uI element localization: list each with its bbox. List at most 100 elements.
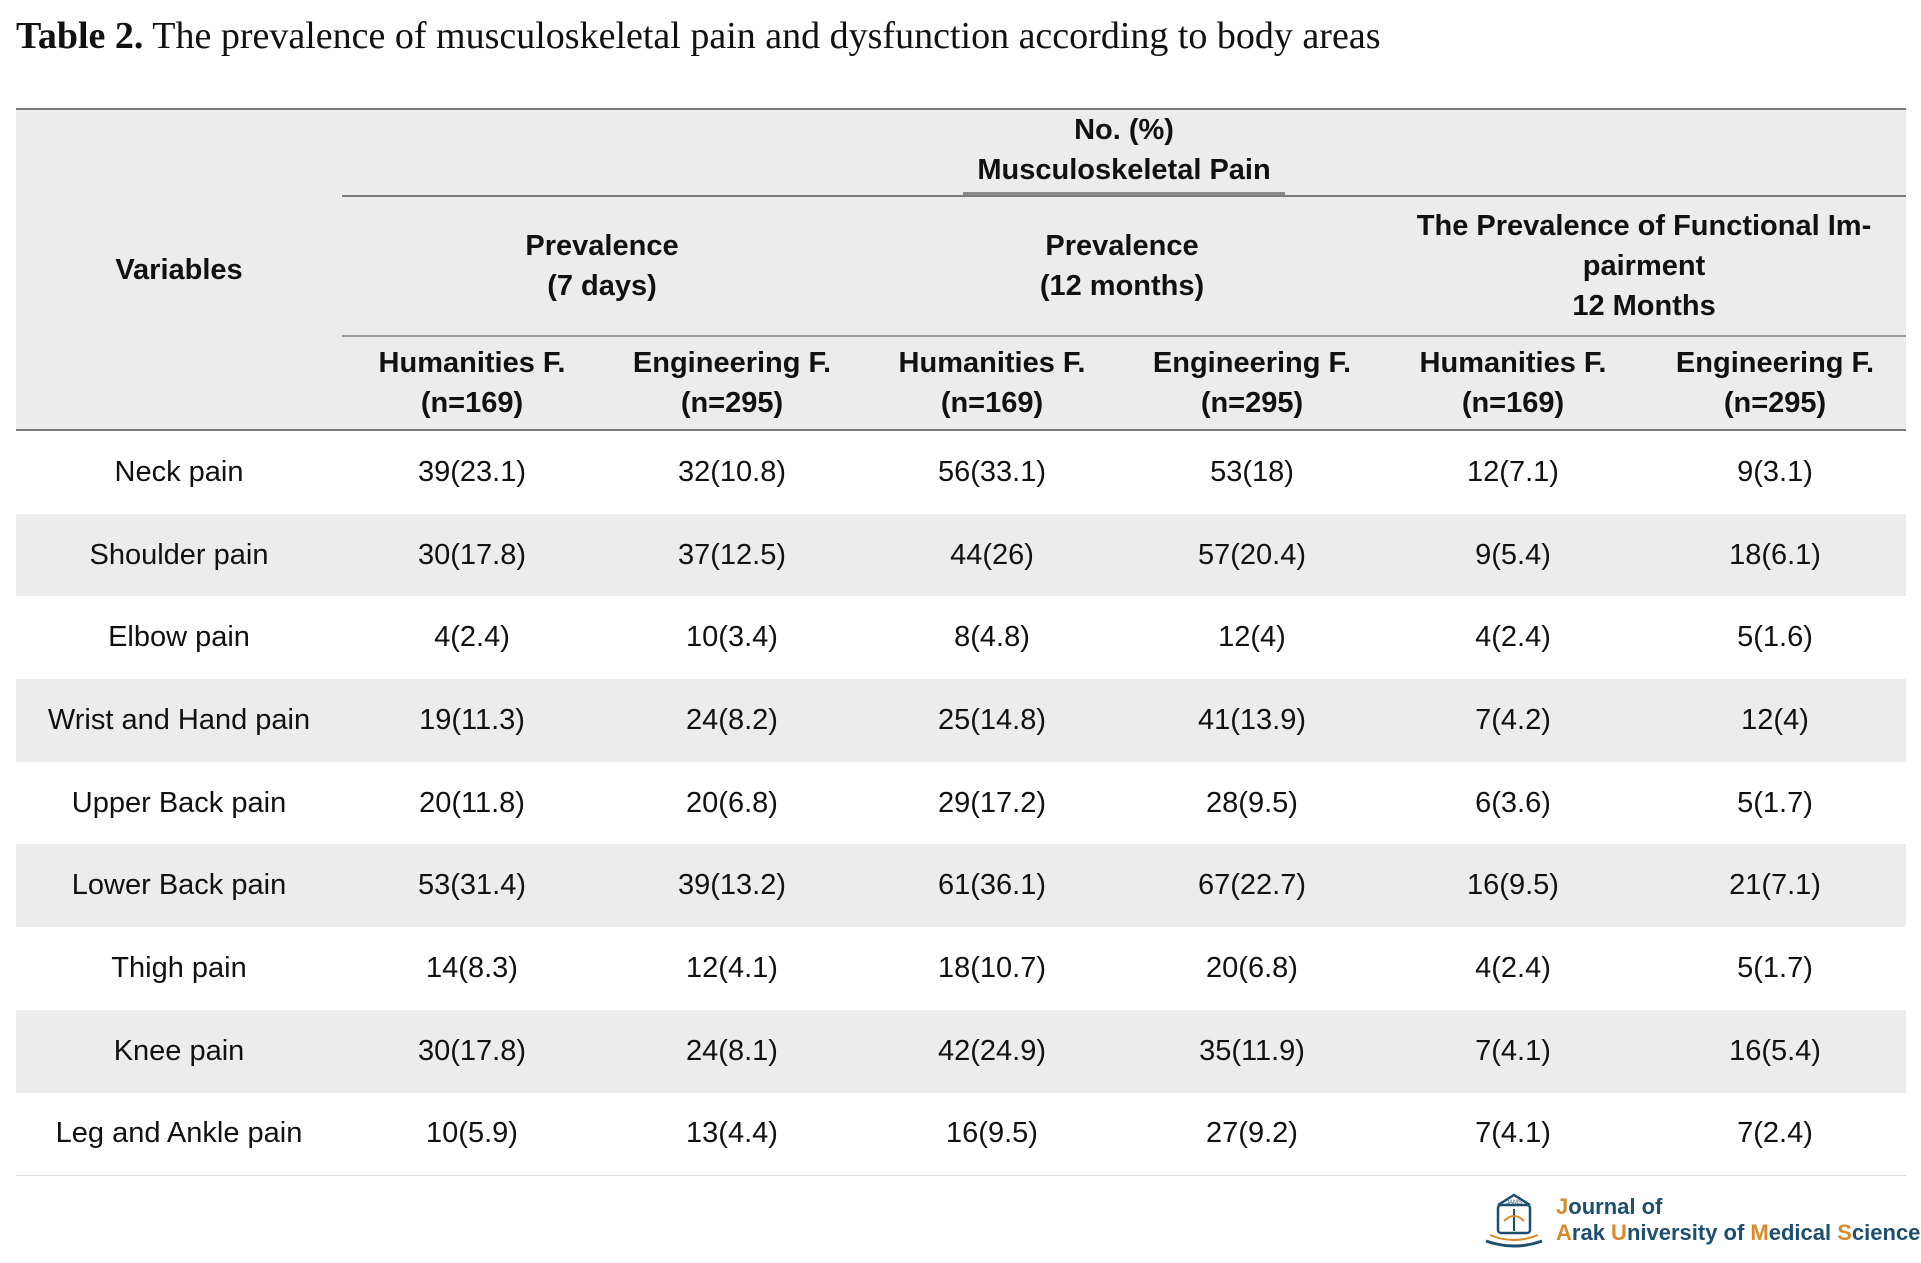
table-row: Lower Back pain 53(31.4) 39(13.2) 61(36.1) 6…: [16, 844, 1907, 928]
group-header-line1: No. (%): [1074, 114, 1174, 146]
table-row: Shoulder pain 30(17.8) 37(12.5) 44(26) 57(20…: [16, 513, 1907, 597]
row-label: Upper Back pain: [71, 786, 287, 819]
table-cell: 18(6.1): [1644, 513, 1907, 597]
table-cell: 7(4.2): [1382, 679, 1644, 762]
table-cell: 9(5.4): [1382, 513, 1644, 597]
table-cell: 67(22.7): [1122, 844, 1382, 928]
table-cell: 28(9.5): [1206, 786, 1298, 819]
table-cell: 9(3.1): [1737, 455, 1813, 488]
subheader-n: (n=295): [1200, 387, 1304, 419]
table-cell: 29(17.2): [937, 786, 1046, 819]
table-cell: 56(33.1): [937, 455, 1046, 488]
table-cell: 42(24.9): [862, 1009, 1122, 1093]
journal-name-segment: niversity of: [1626, 1220, 1751, 1245]
row-label: Lower Back pain: [16, 844, 342, 928]
subheader-n: (n=169): [420, 387, 524, 419]
table-cell: 35(11.9): [1122, 1009, 1382, 1093]
col-group-functional: The Prevalence of Functional Im-pairment…: [1382, 195, 1907, 337]
table-cell: 5(1.7): [1737, 951, 1813, 984]
col-group-functional-line2: 12 Months: [1572, 290, 1716, 322]
subheader-n: (n=169): [940, 387, 1044, 419]
table-cell: 61(36.1): [862, 844, 1122, 928]
table-row: Neck pain 39(23.1) 32(10.8) 56(33.1) 53(18) 1…: [16, 430, 1906, 514]
table-cell: 39(13.2): [602, 844, 862, 928]
emblem-text: JAMS: [1506, 1200, 1522, 1206]
table-cell: 7(2.4): [1644, 1092, 1907, 1177]
col-group-7days-line2: (7 days): [547, 270, 657, 302]
journal-initial: J: [1556, 1194, 1569, 1219]
row-label: Neck pain: [114, 455, 244, 488]
table-cell: 44(26): [862, 513, 1122, 597]
col-group-functional-line1: The Prevalence of Functional Im-pairment: [1416, 210, 1872, 282]
col-group-7days-line1: Prevalence: [525, 230, 679, 262]
journal-name-segment: rak: [1571, 1220, 1612, 1245]
table-cell: 19(11.3): [342, 679, 602, 762]
table-cell: 12(4): [1218, 621, 1286, 654]
table-cell: 4(2.4): [434, 621, 510, 654]
subheader-n: (n=295): [1723, 387, 1827, 419]
row-label: Leg and Ankle pain: [16, 1092, 342, 1177]
journal-name-segment: edical: [1768, 1220, 1838, 1245]
col-group-7days: Prevalence (7 days): [342, 195, 862, 337]
journal-name-segment: M: [1750, 1220, 1769, 1245]
table-body: Neck pain 39(23.1) 32(10.8) 56(33.1) 53(18) 1…: [16, 430, 1907, 1177]
table-cell: 7(4.1): [1382, 1092, 1644, 1177]
table-cell: 41(13.9): [1122, 679, 1382, 762]
row-label: Shoulder pain: [16, 513, 342, 597]
table-caption: Table 2. The prevalence of musculoskelet…: [16, 14, 1380, 58]
table-cell: 8(4.8): [954, 621, 1030, 654]
subheader-name: Humanities F.: [1419, 347, 1607, 379]
table-cell: 53(18): [1210, 455, 1294, 488]
table-cell: 57(20.4): [1122, 513, 1382, 597]
table-cell: 39(23.1): [417, 455, 526, 488]
row-label: Elbow pain: [108, 621, 250, 654]
table-cell: 37(12.5): [602, 513, 862, 597]
col-group-12months: Prevalence (12 months): [862, 195, 1382, 337]
table-cell: 30(17.8): [342, 513, 602, 597]
table-cell: 20(11.8): [419, 786, 525, 819]
table-cell: 13(4.4): [602, 1092, 862, 1177]
table-cell: 30(17.8): [342, 1009, 602, 1093]
journal-name-rest: ournal of: [1568, 1194, 1663, 1219]
subheader-cell: Humanities F. (n=169): [862, 336, 1122, 431]
table-cell: 7(4.1): [1382, 1009, 1644, 1093]
col-group-12months-line2: (12 months): [1039, 270, 1205, 302]
table-row: Upper Back pain 20(11.8) 20(6.8) 29(17.2) 28…: [16, 762, 1906, 845]
table-cell: 5(1.6): [1737, 621, 1813, 654]
journal-name-segment: ciences: [1851, 1220, 1921, 1245]
table-cell: 4(2.4): [1475, 621, 1551, 654]
table-cell: 10(3.4): [686, 621, 778, 654]
row-label: Knee pain: [16, 1009, 342, 1093]
table-cell: 5(1.7): [1737, 786, 1813, 819]
subheader-n: (n=169): [1461, 387, 1565, 419]
table-cell: 18(10.7): [937, 951, 1046, 984]
prevalence-table: Variables No. (%) Musculoskeletal Pain P…: [16, 108, 1907, 1177]
table-cell: 27(9.2): [1122, 1092, 1382, 1177]
table-cell: 25(14.8): [862, 679, 1122, 762]
table-cell: 20(6.8): [1206, 951, 1298, 984]
table-title: The prevalence of musculoskeletal pain a…: [152, 15, 1381, 57]
subheader-name: Humanities F.: [898, 347, 1086, 379]
variables-header: Variables: [16, 108, 342, 431]
table-row: Elbow pain 4(2.4) 10(3.4) 8(4.8) 12(4) 4(2.4)…: [16, 596, 1906, 679]
subheader-n: (n=295): [680, 387, 784, 419]
table-cell: 24(8.2): [602, 679, 862, 762]
group-header: No. (%) Musculoskeletal Pain: [342, 108, 1907, 196]
journal-emblem-icon: JAMS: [1485, 1193, 1543, 1248]
table-row: Leg and Ankle pain 10(5.9) 13(4.4) 16(9.5) 2…: [16, 1092, 1907, 1177]
table-cell: 16(5.4): [1644, 1009, 1907, 1093]
subheader-name: Engineering F.: [632, 347, 832, 379]
table-cell: 53(31.4): [342, 844, 602, 928]
subheader-name: Engineering F.: [1152, 347, 1352, 379]
table-cell: 14(8.3): [426, 951, 518, 984]
table-row: Knee pain 30(17.8) 24(8.1) 42(24.9) 35(11.9)…: [16, 1009, 1907, 1093]
table-cell: 4(2.4): [1475, 951, 1551, 984]
subheader-cell: Humanities F. (n=169): [342, 336, 602, 431]
journal-name: Journal of Arak University of Medical Sc…: [1556, 1194, 1921, 1246]
journal-name-segment: A: [1556, 1220, 1572, 1245]
table-row: Wrist and Hand pain 19(11.3) 24(8.2) 25(14.…: [16, 679, 1907, 762]
table-cell: 6(3.6): [1475, 786, 1551, 819]
table-cell: 10(5.9): [342, 1092, 602, 1177]
journal-logo: JAMS Journal of Arak University of Medic…: [1478, 1190, 1921, 1250]
table-cell: 12(7.1): [1467, 455, 1559, 488]
